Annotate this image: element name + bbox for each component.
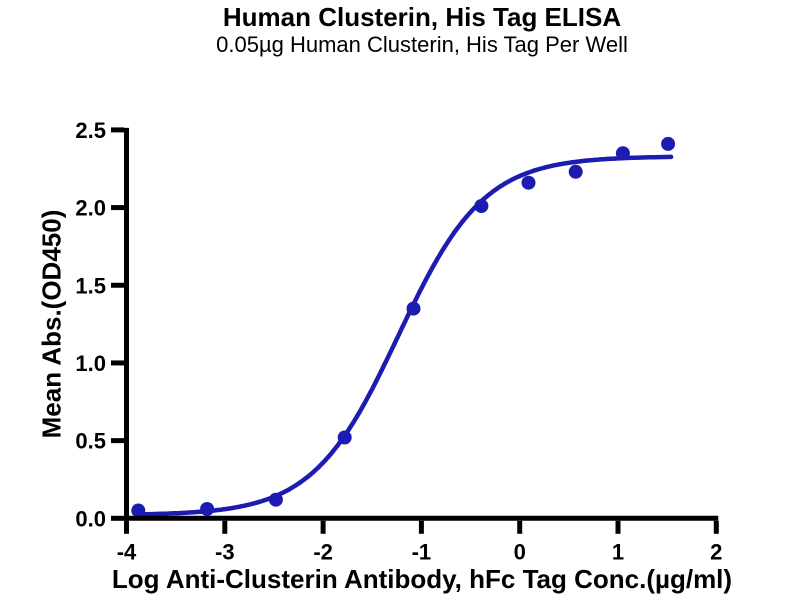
axes: -4 -3 -2 -1 0 1 2 0.0 0.5 1.0 1.5 2.0 2.5 (75, 118, 722, 564)
chart-subtitle: 0.05µg Human Clusterin, His Tag Per Well (216, 32, 628, 57)
y-tick-label: 1.5 (75, 273, 106, 298)
x-tick-label: 2 (710, 539, 722, 564)
data-point (131, 503, 146, 518)
data-point (337, 430, 352, 445)
data-point (568, 164, 583, 179)
y-axis-title: Mean Abs.(OD450) (36, 209, 67, 439)
y-tick-label: 0.0 (75, 506, 106, 531)
data-point (200, 502, 215, 516)
x-tick-label: -1 (412, 539, 432, 564)
y-tick-label: 1.0 (75, 351, 106, 376)
y-tick-label: 2.0 (75, 196, 106, 221)
data-point (661, 136, 676, 151)
x-tick-label: -3 (215, 539, 235, 564)
data-point (521, 175, 536, 190)
y-tick-label: 2.5 (75, 118, 106, 143)
y-tick-label: 0.5 (75, 429, 106, 454)
data-points (131, 136, 676, 518)
data-point (268, 492, 283, 507)
x-tick-label: -4 (117, 539, 137, 564)
data-point (615, 146, 630, 161)
x-axis-title: Log Anti-Clusterin Antibody, hFc Tag Con… (111, 564, 733, 594)
x-tick-label: 0 (514, 539, 526, 564)
data-point (474, 199, 489, 213)
x-tick-label: 1 (612, 539, 624, 564)
chart-title: Human Clusterin, His Tag ELISA (222, 2, 622, 32)
data-point (406, 301, 421, 316)
fit-curve (134, 154, 674, 517)
x-tick-label: -2 (313, 539, 333, 564)
